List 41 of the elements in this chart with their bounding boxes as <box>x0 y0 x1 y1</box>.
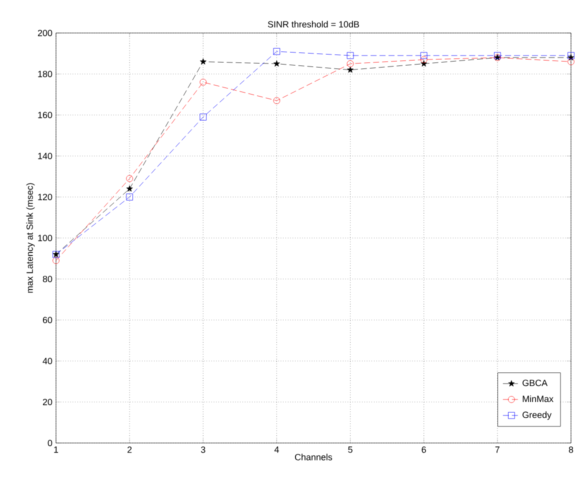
y-tick-label: 60 <box>42 316 52 324</box>
point <box>568 58 574 66</box>
point <box>126 175 133 182</box>
y-axis-title: max Latency at Sink (msec) <box>26 183 35 293</box>
x-tick-label: 7 <box>495 446 500 453</box>
y-tick-label: 20 <box>42 398 52 406</box>
x-tick-label: 2 <box>128 446 132 453</box>
x-tick-label: 3 <box>200 446 206 453</box>
legend-label: MinMax <box>522 395 554 402</box>
x-tick-label: 6 <box>422 446 426 453</box>
x-tick-label: 8 <box>568 446 574 453</box>
point <box>273 97 280 104</box>
point <box>52 257 60 264</box>
point <box>420 56 428 64</box>
point <box>347 66 354 73</box>
point <box>346 60 354 68</box>
point <box>200 58 206 64</box>
y-tick-label: 160 <box>38 112 52 118</box>
y-tick-label: 80 <box>42 276 52 282</box>
legend-label: Greedy <box>522 411 552 420</box>
y-tick-label: 200 <box>38 30 52 36</box>
x-tick-label: 4 <box>274 446 279 453</box>
y-tick-label: 40 <box>42 358 52 364</box>
y-tick-label: 120 <box>38 194 52 200</box>
x-axis-title: Channels <box>295 454 332 460</box>
x-tick-label: 1 <box>54 446 58 453</box>
point <box>200 78 207 86</box>
point <box>126 194 133 200</box>
point <box>200 114 207 120</box>
point <box>346 52 354 59</box>
x-tick-label: 5 <box>348 446 352 453</box>
point <box>273 60 280 67</box>
y-tick-label: 100 <box>38 234 52 242</box>
chart-title: SINR threshold = 10dB <box>268 20 359 28</box>
y-tick-label: 140 <box>38 152 52 160</box>
point <box>273 48 280 55</box>
y-tick-label: 0 <box>48 440 52 446</box>
y-tick-label: 180 <box>38 70 52 78</box>
legend-label: GBCA <box>522 380 548 386</box>
point <box>126 185 133 192</box>
point <box>420 52 428 59</box>
